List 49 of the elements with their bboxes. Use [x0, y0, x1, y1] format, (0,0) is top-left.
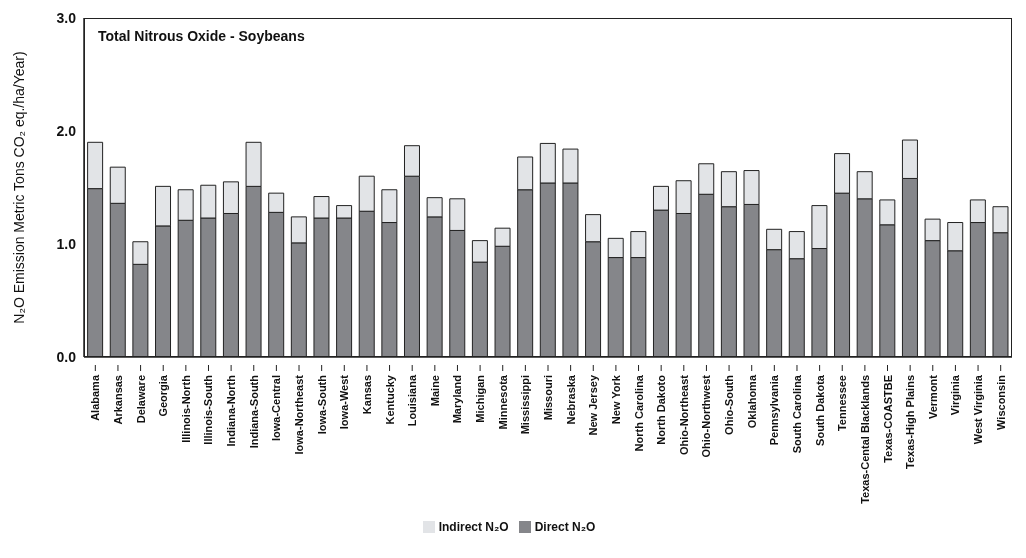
x-tick-label: Virginia	[949, 374, 962, 416]
x-tick-label: Vermont	[926, 374, 939, 420]
x-tick-label: Michigan	[474, 374, 487, 423]
x-tick-label: Pennsylvania	[768, 374, 781, 446]
x-tick-label: Kansas	[360, 375, 373, 415]
x-tick-label: New York	[609, 374, 622, 425]
x-tick-label: Alabama	[89, 374, 102, 421]
x-tick-label: Indiana-South	[247, 374, 260, 449]
x-tick-label: Maine	[428, 375, 441, 407]
x-tick-label: North Carolina	[632, 374, 645, 452]
x-tick-label: Texas-Cental Blacklands	[858, 375, 871, 504]
x-tick-label: Minnesota	[496, 374, 509, 430]
text: Total Nitrous Oxide - Soybeans	[98, 28, 305, 44]
x-tick-label: Iowa-West	[338, 374, 351, 430]
x-tick-label: Iowa-South	[315, 374, 328, 435]
x-tick-label: Illinois-South	[202, 374, 215, 445]
x-tick-label: Tennessee	[836, 375, 849, 432]
y-tick-label: 3.0	[56, 9, 77, 26]
x-tick-label: North Dakoto	[655, 374, 668, 445]
y-tick-label: 2.0	[56, 122, 77, 139]
x-tick-label: Texas-COASTBE	[881, 375, 894, 463]
x-tick-label: Kentucky	[383, 374, 396, 425]
x-tick-label: West Virginia	[972, 374, 985, 445]
x-tick-label: Illinois-North	[179, 374, 192, 443]
x-tick-label: South Dakota	[813, 374, 826, 446]
x-tick-label: Iowa-Northeast	[293, 374, 306, 455]
legend-label: Indirect N₂O	[438, 520, 509, 534]
x-tick-label: Ohio-Northeast	[677, 374, 690, 456]
x-tick-label: Ohio-Northwest	[700, 374, 713, 458]
x-tick-label: Arkansas	[111, 375, 124, 425]
x-tick-label: Iowa-Central	[270, 375, 283, 442]
x-tick-label: Maryland	[451, 375, 464, 424]
x-tick-label: Nebraska	[564, 374, 577, 425]
x-tick-label: Louisiana	[406, 374, 419, 427]
x-tick-label: Delaware	[134, 375, 147, 424]
x-tick-label: Mississippi	[519, 375, 532, 435]
x-tick-label: Ohio-South	[723, 374, 736, 435]
y-axis-title: N₂O Emission Metric Tons CO₂ eq./ha/Year)	[10, 51, 27, 324]
x-tick-label: Missouri	[542, 375, 554, 421]
x-tick-label: South Carolina	[790, 374, 803, 454]
x-tick-label: Texas-High Plains	[904, 375, 917, 469]
x-tick-label: Oklahoma	[745, 374, 758, 429]
x-tick-label: Wisconsin	[994, 374, 1007, 430]
y-tick-label: 0.0	[56, 348, 77, 365]
y-tick-label: 1.0	[56, 235, 77, 252]
x-tick-label: Georgia	[157, 374, 170, 417]
x-tick-label: Indiana-North	[225, 374, 238, 447]
legend-label: Direct N₂O	[534, 520, 596, 534]
x-tick-label: New Jersey	[587, 374, 600, 436]
